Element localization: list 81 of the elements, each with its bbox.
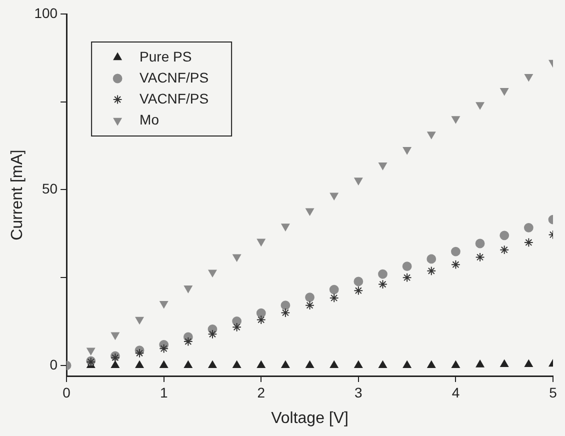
point <box>402 360 412 368</box>
point <box>451 260 460 270</box>
x-tick-label: 4 <box>452 384 460 400</box>
point <box>524 222 534 232</box>
point <box>232 254 241 262</box>
point <box>524 238 534 248</box>
point <box>402 147 412 154</box>
x-tick-label: 3 <box>354 384 363 400</box>
x-tick-label: 1 <box>160 384 168 400</box>
point <box>524 360 533 367</box>
y-tick-label: 100 <box>34 4 58 21</box>
point <box>500 230 510 240</box>
point <box>378 269 388 279</box>
point <box>305 292 314 302</box>
point <box>111 332 120 340</box>
point <box>232 322 242 332</box>
point <box>135 316 144 324</box>
point <box>160 301 168 308</box>
point <box>306 360 314 368</box>
point <box>111 360 120 368</box>
point <box>330 360 338 368</box>
point <box>160 360 168 368</box>
point <box>500 88 508 96</box>
x-tick-label: 5 <box>549 384 558 400</box>
point <box>426 254 436 264</box>
point <box>305 300 314 310</box>
point <box>378 162 387 170</box>
legend-label: Pure PS <box>140 48 192 64</box>
point <box>427 360 436 368</box>
point <box>257 360 266 368</box>
point <box>281 360 290 368</box>
point <box>402 262 412 272</box>
x-axis-title: Voltage [V] <box>271 410 348 427</box>
point <box>329 284 339 294</box>
point <box>476 102 484 110</box>
point <box>184 286 192 293</box>
point <box>475 252 485 262</box>
point <box>159 344 169 354</box>
point <box>135 360 144 368</box>
point <box>427 132 436 139</box>
legend-label: VACNF/PS <box>140 69 209 86</box>
point <box>281 224 290 231</box>
point <box>329 293 339 303</box>
point <box>184 360 192 368</box>
point <box>426 266 436 276</box>
x-tick-label: 2 <box>257 384 266 400</box>
point <box>500 245 510 255</box>
point <box>475 238 485 248</box>
legend-label: Mo <box>140 111 160 128</box>
point <box>232 360 241 368</box>
point <box>256 315 266 324</box>
point <box>452 360 460 368</box>
point <box>378 280 388 289</box>
point <box>280 308 290 318</box>
point <box>330 192 338 200</box>
point <box>257 238 266 246</box>
point <box>354 178 363 185</box>
point <box>452 116 460 124</box>
point <box>256 308 266 318</box>
x-tick-label: 0 <box>62 384 71 400</box>
point <box>134 348 144 358</box>
point <box>354 276 364 286</box>
y-axis-title: Current [mA] <box>9 150 26 240</box>
y-tick-label: 50 <box>42 180 58 197</box>
point <box>354 286 364 296</box>
point <box>208 360 217 368</box>
point <box>500 360 508 367</box>
point <box>306 208 314 216</box>
legend-label: VACNF/PS <box>140 90 209 106</box>
point <box>402 272 412 282</box>
point <box>476 360 484 368</box>
point <box>232 316 242 326</box>
point <box>354 360 363 368</box>
y-tick-label: 0 <box>50 356 58 372</box>
point <box>280 300 290 310</box>
point <box>183 336 193 346</box>
point <box>208 270 217 278</box>
point <box>524 74 533 82</box>
point <box>378 360 387 368</box>
point <box>451 246 460 256</box>
point <box>208 329 218 339</box>
